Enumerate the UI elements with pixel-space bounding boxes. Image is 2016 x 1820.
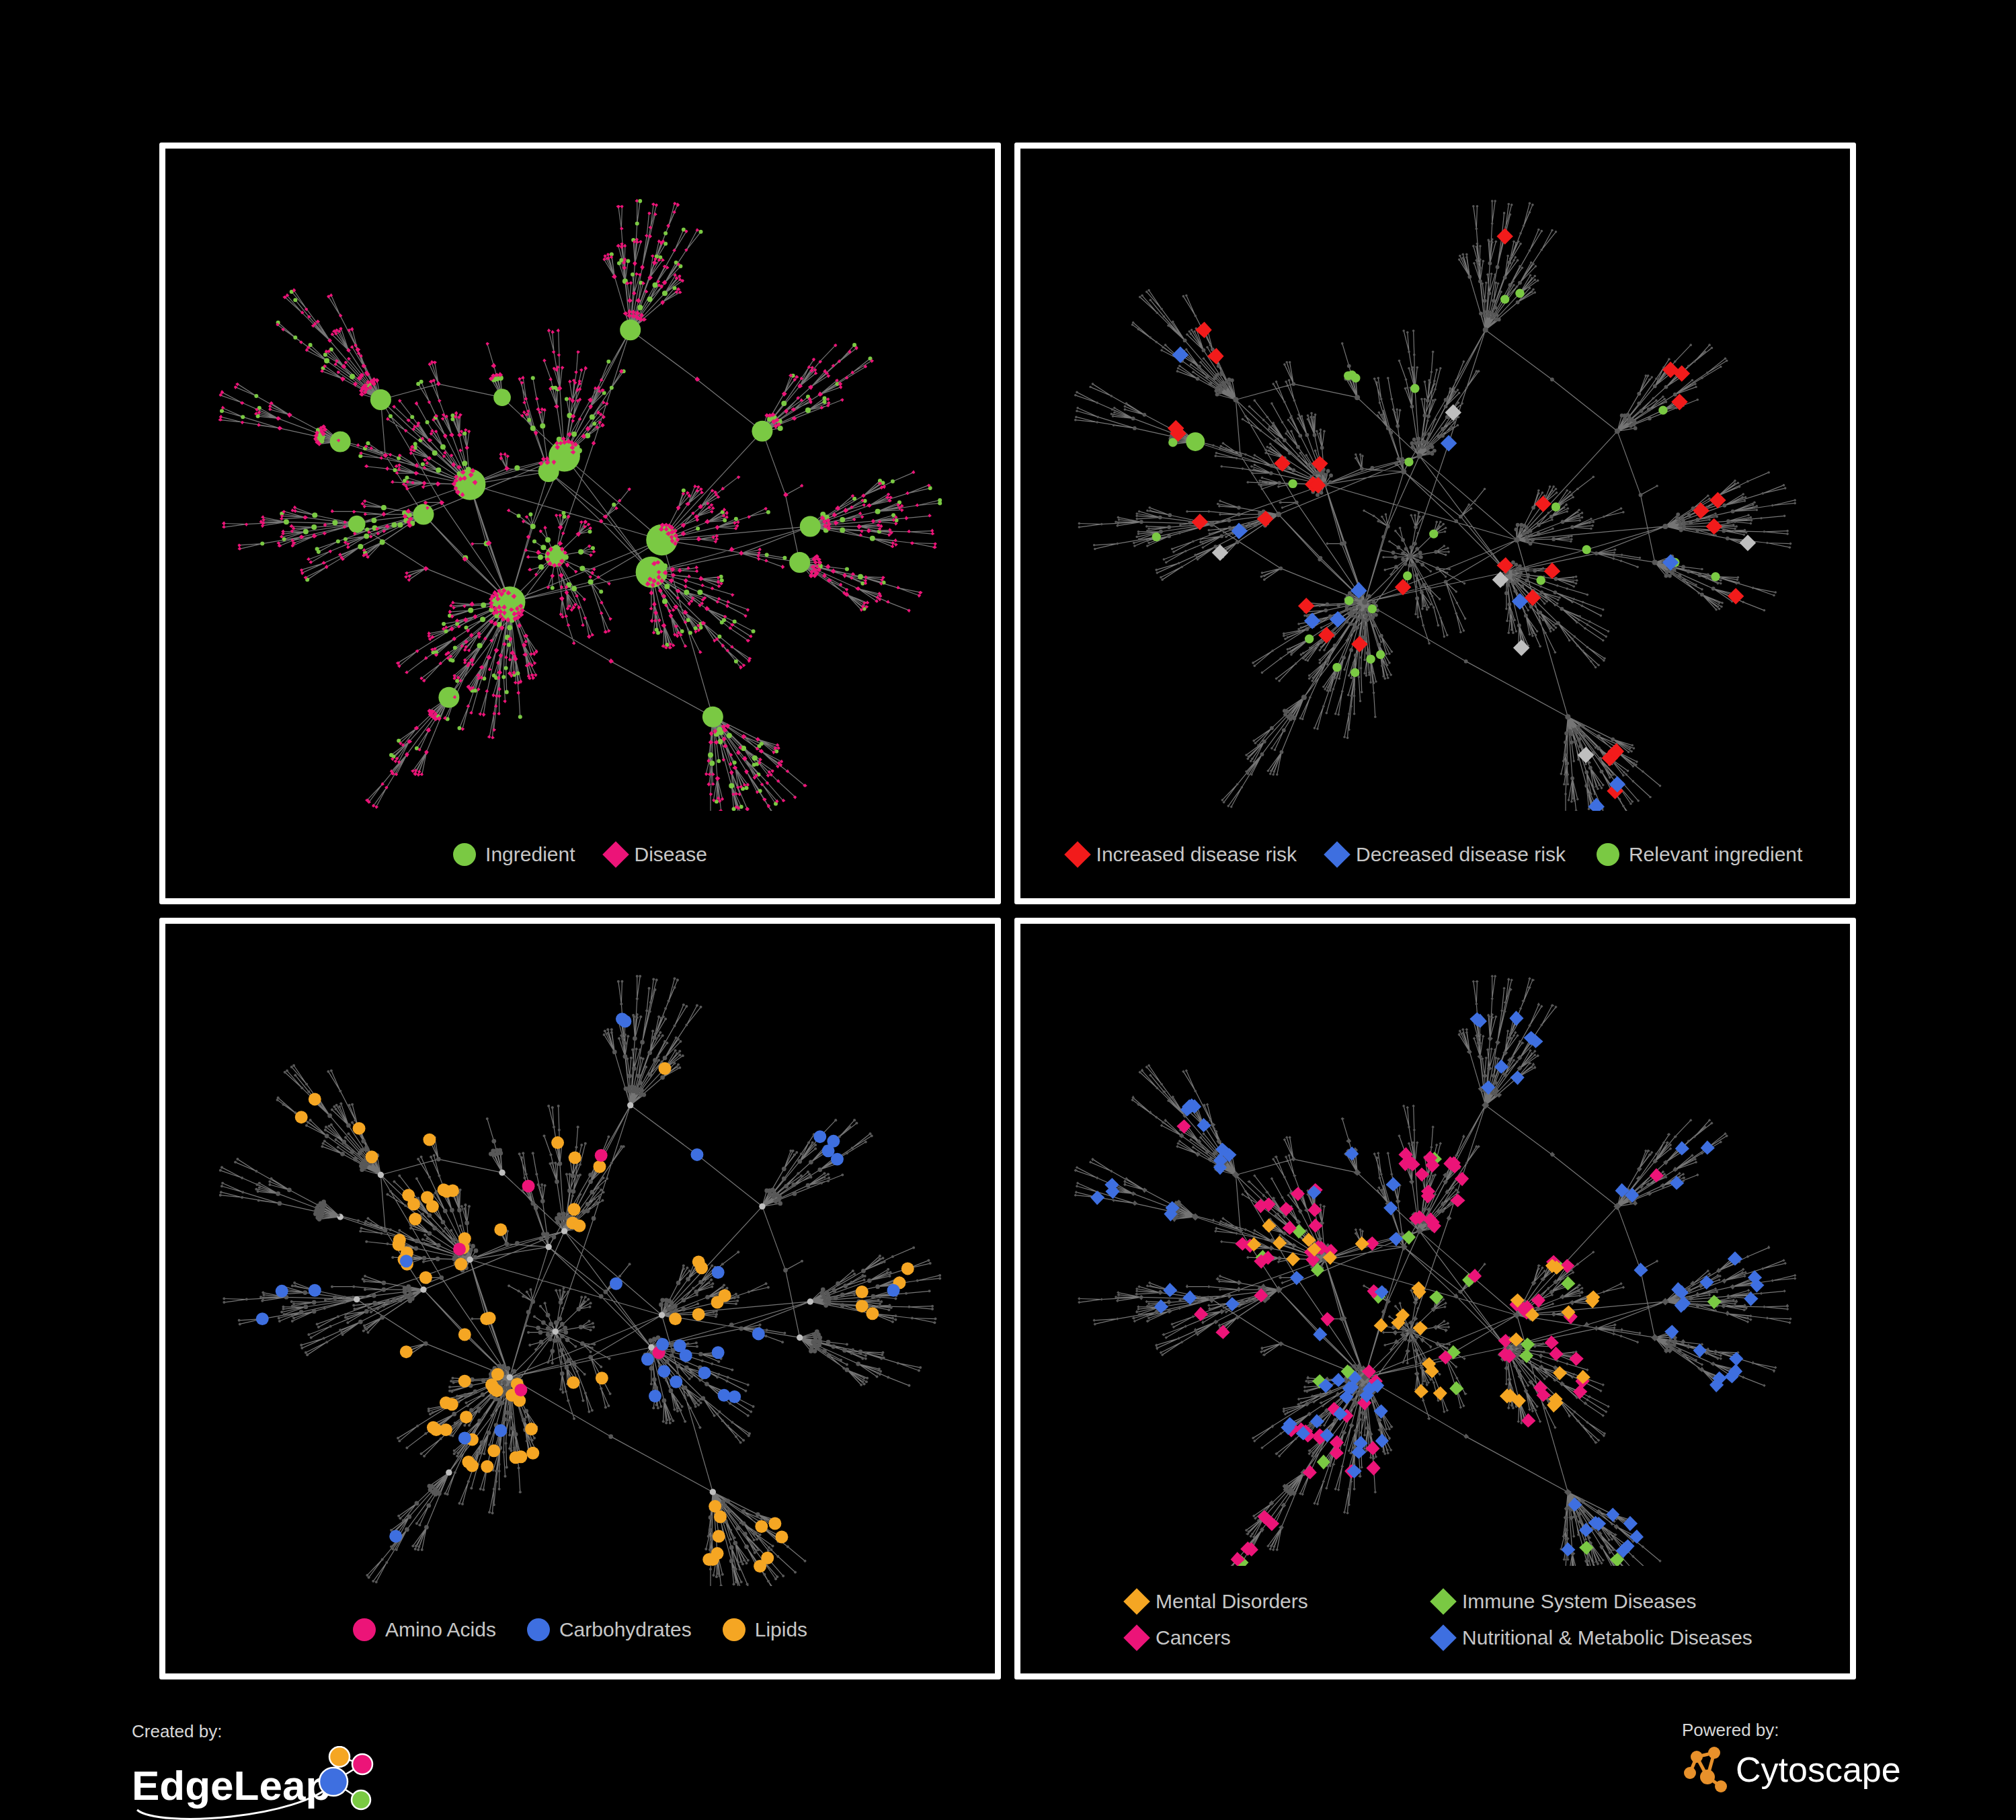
svg-text:Cytoscape: Cytoscape [1736,1750,1901,1789]
